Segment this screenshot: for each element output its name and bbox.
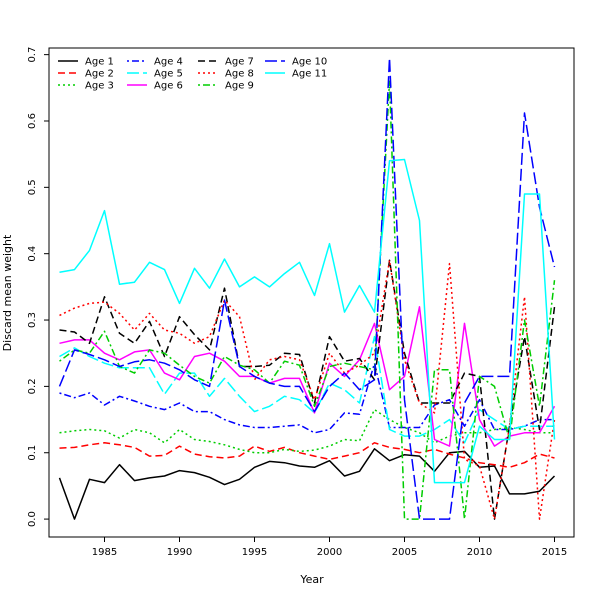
y-axis-title: Discard mean weight xyxy=(1,234,14,351)
y-axis: 0.0 0.1 0.2 0.3 0.4 0.5 0.6 0.7 xyxy=(27,47,49,527)
series-line-age-2 xyxy=(59,442,555,469)
legend-label: Age 9 xyxy=(225,81,254,92)
x-tick-label: 2005 xyxy=(392,547,417,558)
legend-label: Age 1 xyxy=(85,57,114,68)
series-line-age-6 xyxy=(59,306,556,447)
x-axis: 1985 1990 1995 2000 2005 2010 2015 xyxy=(92,537,567,558)
series-layer xyxy=(58,57,556,520)
series-line-age-10 xyxy=(58,57,556,520)
legend-item-age-8: Age 8 xyxy=(198,69,254,80)
y-tick-label: 0.6 xyxy=(27,113,38,129)
x-tick-label: 1995 xyxy=(242,547,267,558)
legend-item-age-1: Age 1 xyxy=(58,57,114,68)
legend-item-age-10: Age 10 xyxy=(265,57,327,68)
legend-item-age-2: Age 2 xyxy=(58,69,114,80)
y-tick-label: 0.4 xyxy=(27,246,38,262)
y-tick-label: 0.3 xyxy=(27,312,38,328)
legend-label: Age 8 xyxy=(225,69,254,80)
legend-item-age-3: Age 3 xyxy=(58,81,114,92)
legend-label: Age 10 xyxy=(292,57,327,68)
legend-item-age-7: Age 7 xyxy=(198,57,254,68)
series-line-age-4 xyxy=(59,362,555,434)
y-tick-label: 0.1 xyxy=(27,445,38,461)
series-line-age-8 xyxy=(59,259,556,520)
x-tick-label: 1985 xyxy=(92,547,117,558)
x-tick-label: 2015 xyxy=(542,547,567,558)
y-tick-label: 0.2 xyxy=(27,378,38,394)
series-line-age-7 xyxy=(59,259,556,520)
x-tick-label: 2000 xyxy=(317,547,342,558)
legend-label: Age 4 xyxy=(154,57,183,68)
legend-item-age-4: Age 4 xyxy=(127,57,183,68)
series-line-age-5 xyxy=(59,335,555,444)
series-line-age-9 xyxy=(59,80,556,520)
legend-item-age-6: Age 6 xyxy=(127,81,183,92)
legend-label: Age 6 xyxy=(154,81,183,92)
legend-label: Age 7 xyxy=(225,57,254,68)
series-line-age-1 xyxy=(58,448,556,520)
legend-label: Age 5 xyxy=(154,69,183,80)
legend-label: Age 2 xyxy=(85,69,114,80)
x-axis-title: Year xyxy=(299,573,324,586)
y-tick-label: 0.0 xyxy=(27,511,38,527)
legend-item-age-9: Age 9 xyxy=(198,81,254,92)
y-tick-label: 0.7 xyxy=(27,47,38,63)
series-line-age-11 xyxy=(59,158,556,484)
legend-item-age-5: Age 5 xyxy=(127,69,183,80)
plot-frame xyxy=(48,47,575,538)
legend-label: Age 3 xyxy=(85,81,114,92)
legend-label: Age 11 xyxy=(292,69,327,80)
series-line-age-3 xyxy=(59,408,555,454)
x-tick-label: 2010 xyxy=(467,547,492,558)
legend-item-age-11: Age 11 xyxy=(265,69,327,80)
x-tick-label: 1990 xyxy=(167,547,192,558)
y-tick-label: 0.5 xyxy=(27,179,38,195)
